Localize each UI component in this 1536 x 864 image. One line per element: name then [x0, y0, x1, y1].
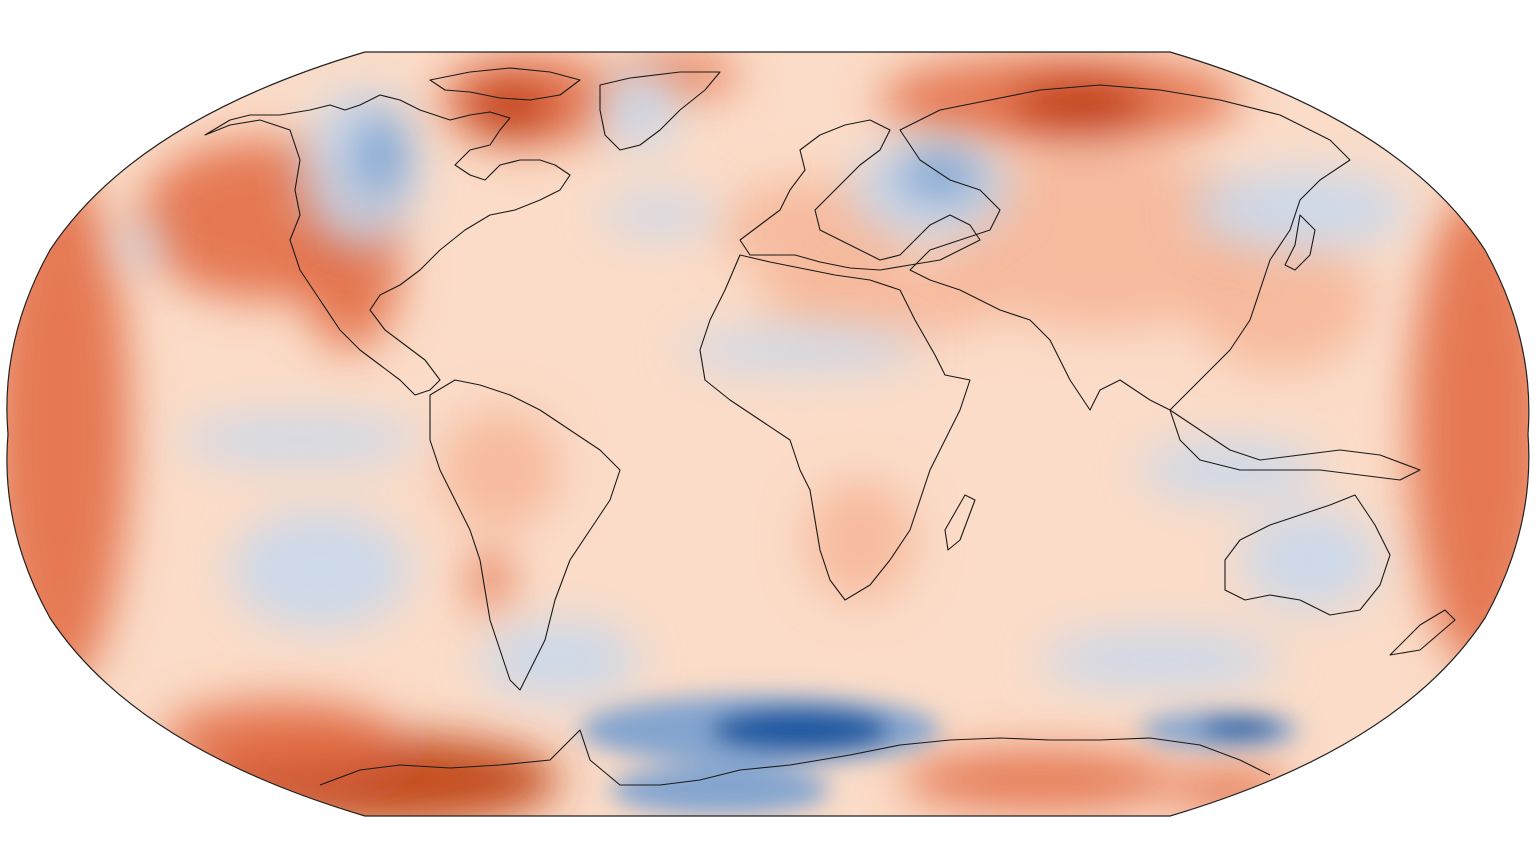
new-zealand-coastline — [1389, 609, 1456, 656]
antarctic-cool-anomaly — [580, 695, 1300, 815]
south-america-coastline — [429, 379, 621, 691]
europe-coastline — [739, 119, 981, 271]
japan-coastline — [1284, 214, 1316, 271]
australia-coastline — [1224, 494, 1391, 616]
madagascar-coastline — [944, 494, 976, 551]
greenland-coastline — [599, 71, 721, 151]
north-america-coastline — [204, 94, 571, 396]
africa-coastline — [699, 254, 971, 601]
asia-coastline — [899, 84, 1351, 411]
arctic-islands-coastline — [429, 67, 581, 101]
cool-anomaly-blobs — [115, 70, 1410, 700]
anomaly-field — [6, 52, 1529, 816]
antarctica-coastline — [319, 729, 1271, 786]
coastlines — [204, 67, 1456, 786]
southeast-asia-islands-coastline — [1169, 409, 1421, 481]
